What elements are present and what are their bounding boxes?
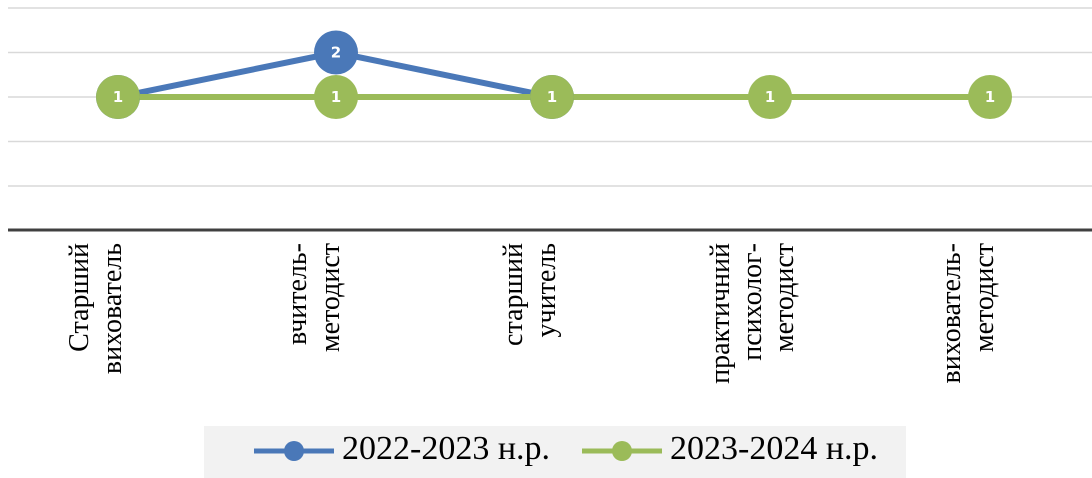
data-point-marker bbox=[968, 75, 1012, 119]
category-label: Старший вихователь bbox=[64, 243, 128, 374]
legend-label-series-1: 2022-2023 н.р. bbox=[342, 430, 551, 467]
data-label: 1 bbox=[331, 88, 341, 106]
data-label: 1 bbox=[547, 88, 557, 106]
category-label-line: вихователь- bbox=[936, 243, 967, 383]
category-label-line: учитель bbox=[531, 243, 562, 337]
category-label: старший учитель bbox=[498, 243, 562, 346]
data-point-marker bbox=[96, 75, 140, 119]
category-label-line: вихователь bbox=[97, 243, 128, 374]
legend-marker-series-1 bbox=[254, 441, 334, 461]
data-point: 1 bbox=[968, 75, 1012, 119]
series-layer: 12111111 bbox=[96, 30, 1012, 119]
data-label: 1 bbox=[765, 88, 775, 106]
category-label-line: методист bbox=[315, 243, 346, 352]
data-point-marker bbox=[530, 75, 574, 119]
data-point: 2 bbox=[314, 30, 358, 75]
category-label-line: методист bbox=[969, 243, 1000, 352]
data-point: 1 bbox=[96, 75, 140, 119]
category-label: вчитель-методист bbox=[282, 243, 346, 352]
category-labels: Старший вихователь вчитель-методист старший… bbox=[64, 243, 1000, 384]
data-point-marker bbox=[314, 30, 358, 75]
category-label: практичний психолог-методист bbox=[705, 243, 800, 384]
data-point: 1 bbox=[314, 75, 358, 119]
legend-label-series-2: 2023-2024 н.р. bbox=[670, 430, 879, 467]
data-label: 2 bbox=[331, 44, 341, 62]
data-point-marker bbox=[314, 75, 358, 119]
data-point: 1 bbox=[530, 75, 574, 119]
category-label-line: старший bbox=[498, 243, 529, 346]
data-point: 1 bbox=[748, 75, 792, 119]
legend: 2022-2023 н.р. 2023-2024 н.р. bbox=[204, 426, 906, 478]
data-label: 1 bbox=[985, 88, 995, 106]
category-label-line: психолог- bbox=[737, 243, 768, 361]
category-label-line: вчитель- bbox=[282, 243, 313, 345]
category-label-line: Старший bbox=[64, 243, 95, 352]
data-label: 1 bbox=[113, 88, 123, 106]
legend-marker-series-2 bbox=[582, 441, 662, 461]
data-point-marker bbox=[748, 75, 792, 119]
category-label-line: практичний bbox=[705, 243, 736, 384]
category-label-line: методист bbox=[769, 243, 800, 352]
category-label: вихователь-методист bbox=[936, 243, 1000, 383]
